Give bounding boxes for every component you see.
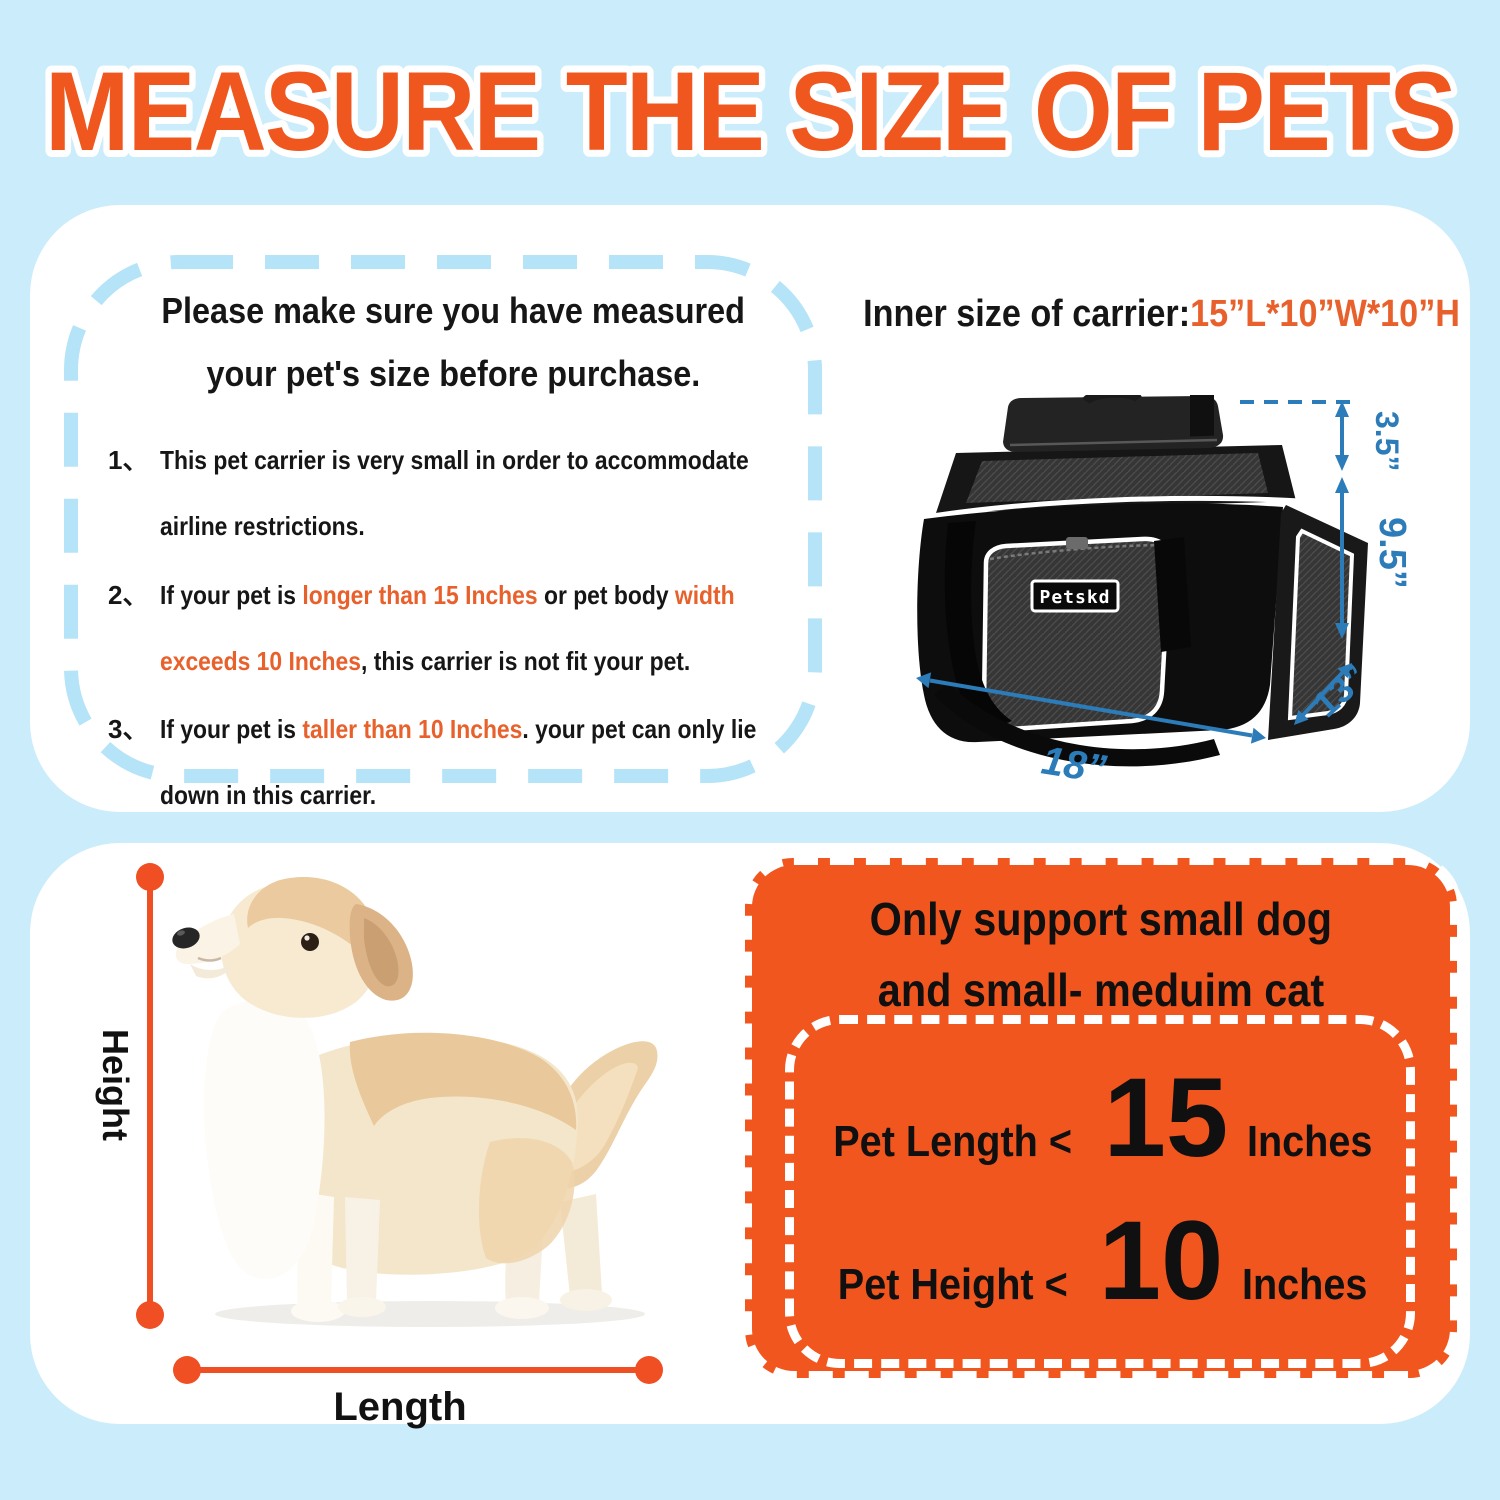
notice-heading-line-2: your pet's size before purchase. bbox=[206, 353, 700, 394]
inner-size-label: Inner size of carrier: bbox=[863, 293, 1191, 335]
limits-box: Pet Length < 15 Inches Pet Height < 10 I… bbox=[785, 1015, 1415, 1368]
inner-size-value: 15”L*10”W*10”H bbox=[1190, 293, 1460, 335]
limit-unit: Inches bbox=[1242, 1260, 1368, 1309]
notice-heading: Please make sure you have measured your … bbox=[108, 279, 798, 405]
dim-height-label: 9.5” bbox=[1371, 517, 1413, 589]
pet-size-panel: Height Length Only support small dog and… bbox=[30, 843, 1470, 1429]
pet-carrier-bag: Petskd bbox=[917, 395, 1368, 767]
length-line-left-dot bbox=[173, 1356, 201, 1384]
support-stamp-box: Only support small dog and small- meduim… bbox=[740, 853, 1462, 1383]
limit-row-height: Pet Height < 10 Inches bbox=[794, 1198, 1406, 1323]
inner-size-heading: Inner size of carrier:15”L*10”W*10”H bbox=[830, 293, 1480, 336]
notice-dashed-border bbox=[64, 255, 822, 783]
height-measure-line bbox=[147, 875, 153, 1312]
stamp-heading-line-1: Only support small dog bbox=[869, 893, 1333, 945]
notice-heading-line-1: Please make sure you have measured bbox=[161, 290, 745, 331]
petskd-logo-label: Petskd bbox=[1039, 587, 1110, 608]
notice-item-list: 1、 This pet carrier is very small in ord… bbox=[108, 427, 798, 829]
item-text: If your pet is taller than 10 Inches. yo… bbox=[160, 714, 757, 811]
measuring-notice-panel: Please make sure you have measured your … bbox=[30, 205, 1470, 812]
stamp-heading-line-2: and small- meduim cat bbox=[877, 964, 1325, 1017]
dim-length-label: 18” bbox=[1039, 738, 1110, 792]
limit-value: 15 bbox=[1103, 1055, 1229, 1180]
limit-label: Pet Length < bbox=[833, 1117, 1073, 1166]
notice-item: 1、 This pet carrier is very small in ord… bbox=[108, 427, 798, 560]
height-label: Height bbox=[95, 1029, 136, 1141]
limit-row-length: Pet Length < 15 Inches bbox=[794, 1055, 1406, 1180]
height-line-bottom-dot bbox=[136, 1301, 164, 1329]
item-text: If your pet is longer than 15 Inches or … bbox=[160, 579, 735, 676]
notice-item: 2、 If your pet is longer than 15 Inches … bbox=[108, 562, 798, 695]
dim-top-height-label: 3.5” bbox=[1369, 411, 1405, 471]
limit-unit: Inches bbox=[1247, 1117, 1373, 1166]
limit-value: 10 bbox=[1098, 1198, 1224, 1323]
height-line-top-dot bbox=[136, 863, 164, 891]
page-title-text: MEASURE THE SIZE OF PETS bbox=[45, 49, 1455, 174]
carrier-illustration: Petskd 3.5” bbox=[916, 395, 1413, 792]
notice-item: 3、 If your pet is taller than 10 Inches.… bbox=[108, 696, 798, 829]
page-title: MEASURE THE SIZE OF PETS bbox=[38, 42, 1464, 181]
notice-box: Please make sure you have measured your … bbox=[108, 279, 798, 831]
limit-label: Pet Height < bbox=[838, 1260, 1068, 1309]
item-number: 3、 bbox=[108, 714, 149, 745]
item-number: 1、 bbox=[108, 445, 149, 475]
length-line-right-dot bbox=[635, 1356, 663, 1384]
length-label: Length bbox=[333, 1385, 467, 1429]
length-measure-line bbox=[185, 1367, 647, 1373]
stamp-heading: Only support small dog and small- meduim… bbox=[745, 884, 1457, 1027]
item-number: 2、 bbox=[108, 579, 149, 610]
puppy-photo bbox=[172, 877, 658, 1327]
item-text: This pet carrier is very small in order … bbox=[160, 445, 749, 542]
